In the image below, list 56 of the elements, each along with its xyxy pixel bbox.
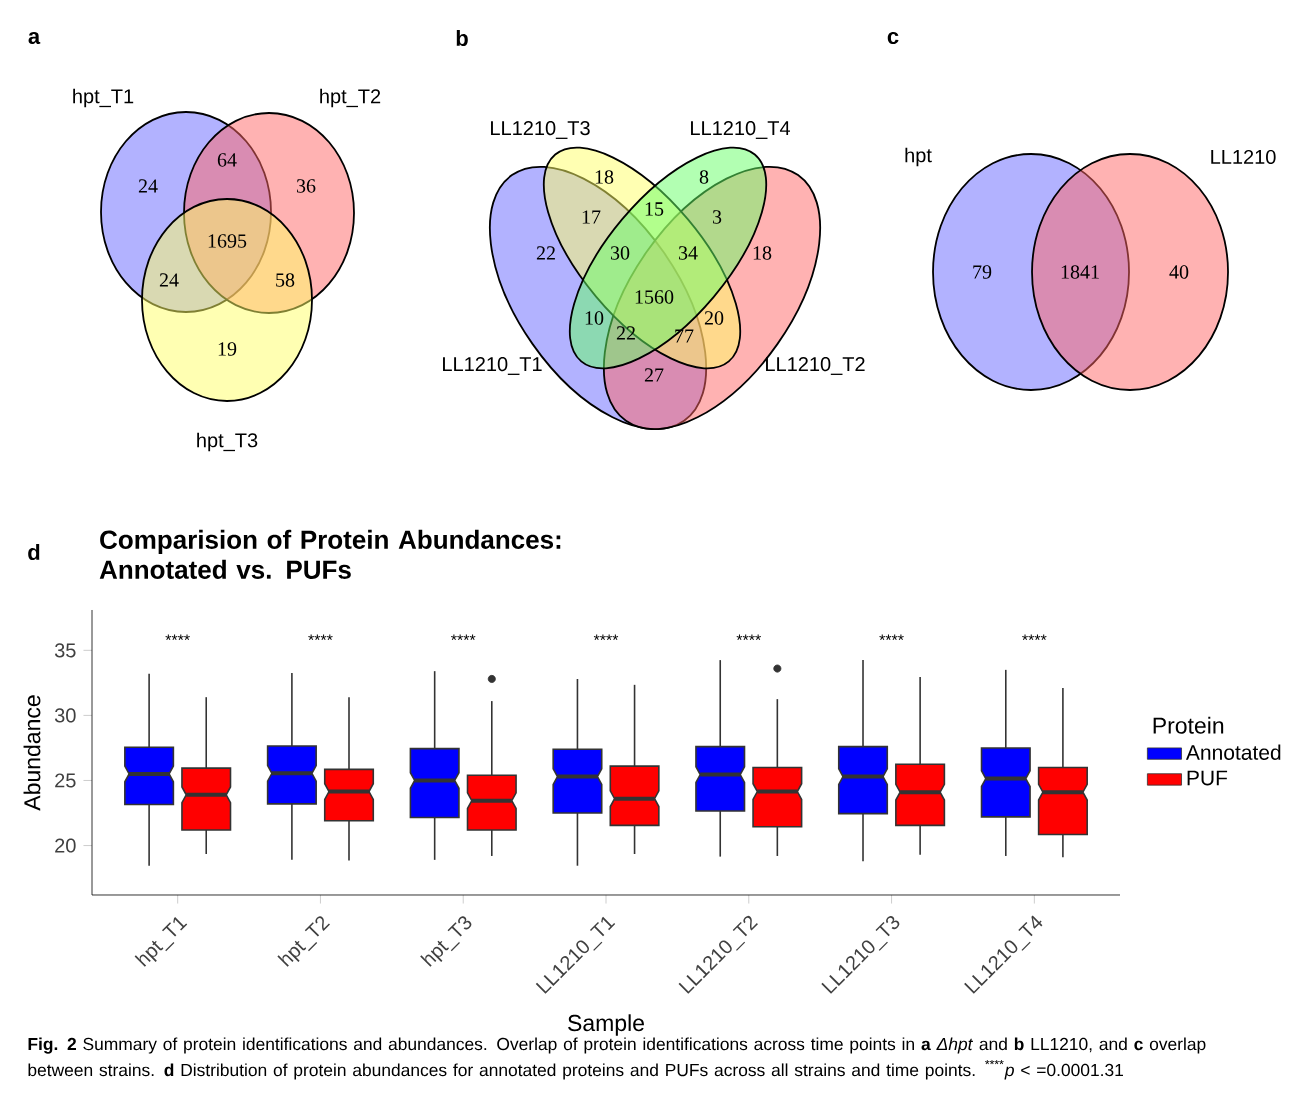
text: 24 — [138, 179, 158, 193]
annotation: **** — [451, 634, 476, 641]
text: LL1210_T1 — [443, 357, 542, 375]
text: 64 — [217, 153, 237, 167]
y-tick-label: 25 — [55, 773, 76, 788]
y-tick-label: 20 — [55, 838, 76, 853]
text: 1841 — [1061, 265, 1099, 279]
annotation: **** — [879, 634, 904, 641]
text: 18 — [753, 246, 772, 260]
text: hpt_T1 — [73, 88, 134, 108]
text: 30 — [610, 246, 630, 260]
text: 58 — [276, 273, 295, 287]
chart-title: Comparision of Protein Abundances: Annotated vs. PUFs — [99, 529, 561, 579]
text: LL1210_T3 — [491, 121, 590, 139]
annotation: **** — [736, 634, 761, 641]
text: 19 — [218, 342, 237, 356]
legend-label: PUF — [1187, 770, 1228, 786]
text: 40 — [1169, 265, 1189, 279]
text: 79 — [973, 265, 992, 279]
text: 1560 — [635, 290, 674, 304]
x-axis-title: Sample — [568, 1014, 644, 1036]
text: 8 — [699, 170, 709, 184]
text: c — [887, 31, 899, 45]
text: 17 — [582, 210, 601, 224]
text: 36 — [296, 179, 316, 193]
y-axis-title: Abundance — [23, 695, 41, 811]
text: 24 — [159, 273, 179, 287]
legend-title: Protein — [1153, 716, 1224, 734]
text: d — [28, 543, 40, 561]
y-tick-label: 30 — [54, 708, 76, 723]
text: hpt_T3 — [197, 432, 258, 452]
text: hpt — [905, 147, 932, 167]
text: LL1210_T2 — [766, 357, 865, 375]
text: 20 — [704, 311, 724, 325]
annotation: **** — [308, 634, 333, 641]
legend-label: Annotated — [1185, 744, 1281, 760]
text: 15 — [645, 202, 664, 216]
text: 1695 — [208, 234, 247, 248]
text: 27 — [644, 368, 664, 382]
text: 3 — [712, 210, 722, 224]
text: a — [28, 31, 41, 45]
text: LL1210_T4 — [691, 121, 791, 139]
annotation: **** — [1022, 634, 1047, 641]
annotation: **** — [593, 634, 619, 641]
text: 22 — [536, 246, 555, 260]
text: 22 — [616, 326, 635, 340]
text: 77 — [675, 329, 694, 343]
text: 10 — [585, 311, 604, 325]
text: Fig. 2 Summary of protein identifications and abundances. Overlap of protein identifications across time points in a Δhpt and b LL1210, and c overlap between strains. d Distribution of protein abundances for annotated proteins and PUFs across all strains and time points. $^{****}$p < =0.0001.31 — [28, 1037, 1206, 1080]
text: 34 — [678, 246, 698, 260]
text: b — [456, 29, 468, 47]
text: LL1210 — [1211, 149, 1276, 165]
y-tick-label: 35 — [54, 643, 76, 658]
text: hpt_T2 — [320, 88, 381, 108]
annotation: **** — [165, 634, 190, 641]
text: 18 — [595, 170, 614, 184]
